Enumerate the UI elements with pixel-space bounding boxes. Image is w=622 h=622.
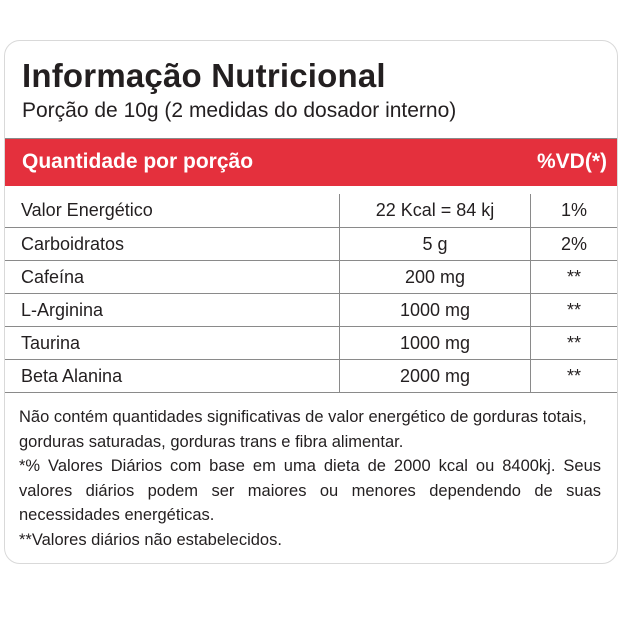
nutrient-amount: 5 g bbox=[339, 227, 531, 261]
nutrient-name: Taurina bbox=[5, 326, 340, 360]
nutrient-vd: ** bbox=[530, 359, 617, 393]
table-row: Beta Alanina 2000 mg ** bbox=[5, 359, 617, 393]
footnote-not-established: **Valores diários não estabelecidos. bbox=[19, 530, 282, 549]
header-daily-value: %VD(*) bbox=[536, 150, 607, 173]
nutrient-amount: 1000 mg bbox=[339, 326, 531, 360]
nutrient-vd: ** bbox=[530, 260, 617, 294]
nutrient-amount: 2000 mg bbox=[339, 359, 531, 393]
nutrient-vd: ** bbox=[530, 293, 617, 327]
nutrient-amount: 22 Kcal = 84 kj bbox=[339, 194, 531, 228]
table-row: Cafeína 200 mg ** bbox=[5, 260, 617, 294]
footnote-daily-values: *% Valores Diários com base em uma dieta… bbox=[19, 457, 601, 524]
serving-size: Porção de 10g (2 medidas do dosador inte… bbox=[22, 99, 457, 122]
panel-title: Informação Nutricional bbox=[22, 57, 386, 94]
nutrient-amount: 1000 mg bbox=[339, 293, 531, 327]
nutrient-name: Cafeína bbox=[5, 260, 340, 294]
footnotes: Não contém quantidades significativas de… bbox=[19, 405, 601, 552]
nutrient-name: Carboidratos bbox=[5, 227, 340, 261]
nutrient-amount: 200 mg bbox=[339, 260, 531, 294]
nutrient-vd: 1% bbox=[530, 194, 617, 228]
nutrient-vd: 2% bbox=[530, 227, 617, 261]
table-row: L-Arginina 1000 mg ** bbox=[5, 293, 617, 327]
nutrient-name: Beta Alanina bbox=[5, 359, 340, 393]
nutrient-name: Valor Energético bbox=[5, 194, 340, 228]
table-header: Quantidade por porção %VD(*) bbox=[5, 138, 617, 186]
nutrient-vd: ** bbox=[530, 326, 617, 360]
nutrition-table: Valor Energético 22 Kcal = 84 kj 1% Carb… bbox=[5, 194, 617, 393]
table-row: Carboidratos 5 g 2% bbox=[5, 227, 617, 261]
table-row: Valor Energético 22 Kcal = 84 kj 1% bbox=[5, 194, 617, 228]
table-row: Taurina 1000 mg ** bbox=[5, 326, 617, 360]
nutrient-name: L-Arginina bbox=[5, 293, 340, 327]
header-amount-per-serving: Quantidade por porção bbox=[22, 150, 254, 173]
footnote-not-significant: Não contém quantidades significativas de… bbox=[19, 408, 587, 451]
nutrition-facts-panel: Informação Nutricional Porção de 10g (2 … bbox=[4, 40, 618, 564]
